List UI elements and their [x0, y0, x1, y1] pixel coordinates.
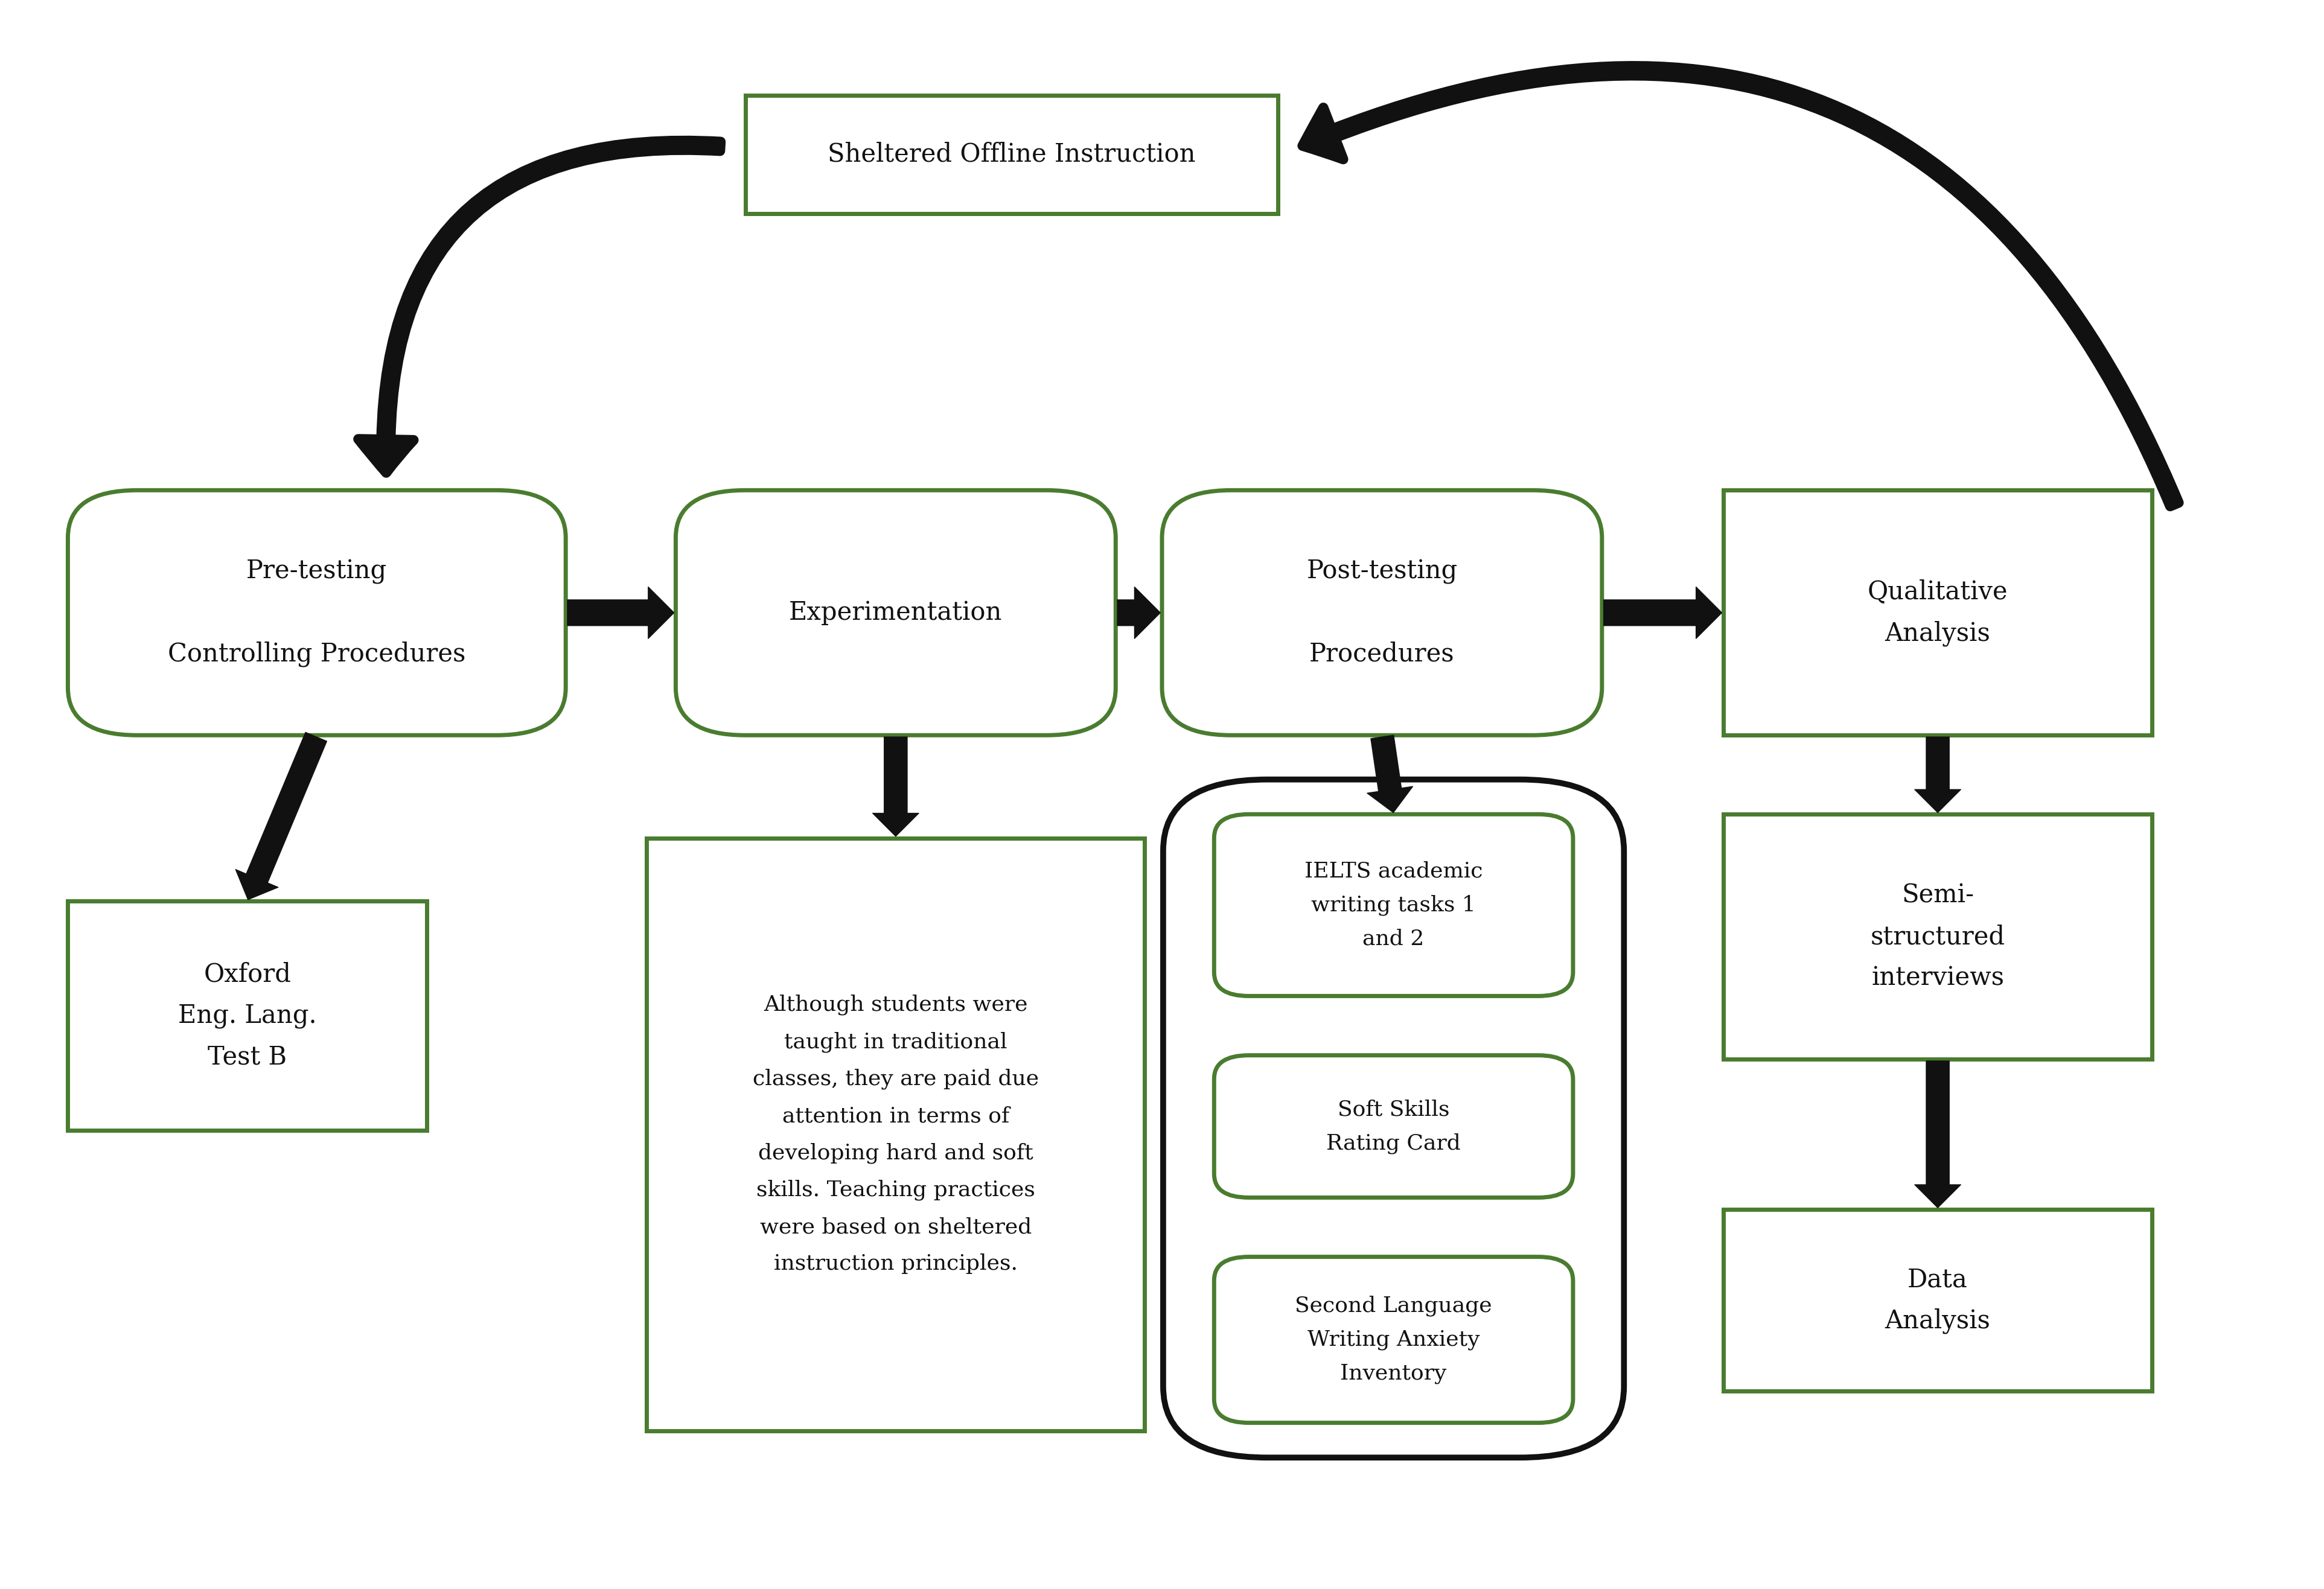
Text: Sheltered Offline Instruction: Sheltered Offline Instruction — [827, 141, 1195, 167]
Text: IELTS academic
writing tasks 1
and 2: IELTS academic writing tasks 1 and 2 — [1304, 861, 1483, 949]
FancyBboxPatch shape — [676, 491, 1116, 736]
FancyBboxPatch shape — [1724, 491, 2152, 736]
Text: Pre-testing

Controlling Procedures: Pre-testing Controlling Procedures — [167, 559, 465, 667]
Text: Semi-
structured
interviews: Semi- structured interviews — [1871, 883, 2006, 990]
Text: Second Language
Writing Anxiety
Inventory: Second Language Writing Anxiety Inventor… — [1294, 1295, 1492, 1384]
FancyBboxPatch shape — [1162, 491, 1601, 736]
Text: Data
Analysis: Data Analysis — [1885, 1266, 1992, 1333]
Text: Post-testing

Procedures: Post-testing Procedures — [1306, 559, 1457, 667]
FancyBboxPatch shape — [1213, 1257, 1573, 1422]
FancyBboxPatch shape — [746, 95, 1278, 213]
Text: Qualitative
Analysis: Qualitative Analysis — [1868, 580, 2008, 647]
FancyBboxPatch shape — [1724, 814, 2152, 1060]
Text: Soft Skills
Rating Card: Soft Skills Rating Card — [1327, 1100, 1462, 1154]
FancyArrowPatch shape — [358, 141, 720, 474]
FancyBboxPatch shape — [67, 901, 428, 1130]
Text: Oxford
Eng. Lang.
Test B: Oxford Eng. Lang. Test B — [179, 961, 316, 1069]
Text: Although students were
taught in traditional
classes, they are paid due
attentio: Although students were taught in traditi… — [753, 995, 1039, 1274]
FancyBboxPatch shape — [1213, 1055, 1573, 1198]
FancyArrowPatch shape — [1301, 67, 2178, 507]
FancyBboxPatch shape — [67, 491, 565, 736]
Text: Experimentation: Experimentation — [790, 601, 1002, 626]
FancyBboxPatch shape — [1724, 1209, 2152, 1392]
FancyBboxPatch shape — [1213, 814, 1573, 996]
FancyBboxPatch shape — [646, 837, 1146, 1430]
